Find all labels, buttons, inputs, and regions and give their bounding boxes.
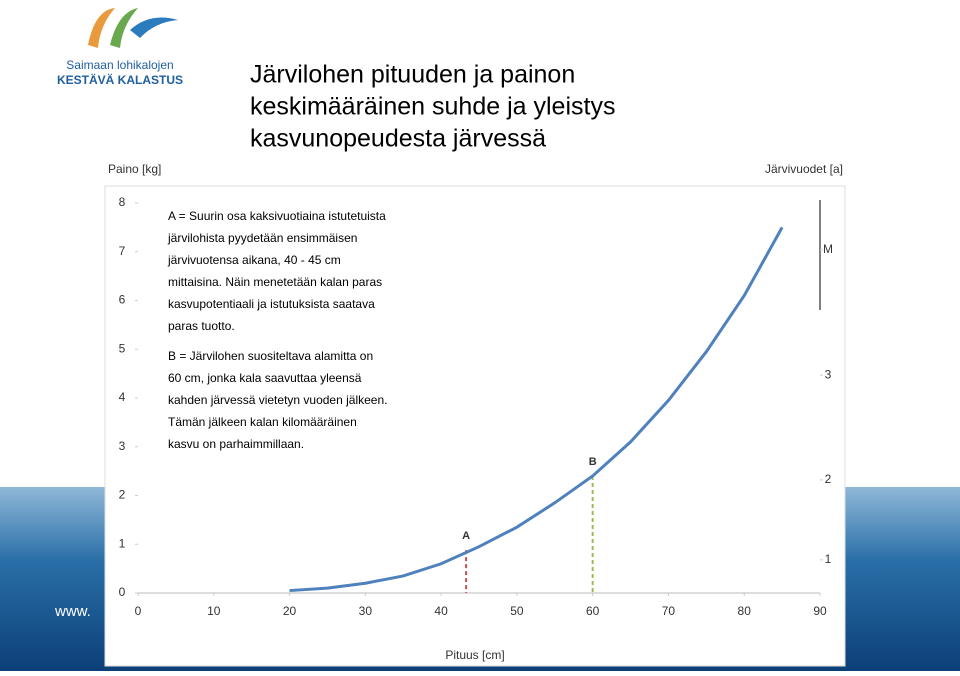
y2-tick-label: 1 [825,552,832,566]
x-axis-label: Pituus [cm] [445,648,504,662]
logo-text: Saimaan lohikalojen [66,58,173,72]
y-tick-label: 2 [119,488,126,502]
y-tick-label: 1 [119,536,126,550]
annotation-label: B [589,456,597,468]
x-tick-label: 40 [434,604,448,618]
note-text: paras tuotto. [168,319,235,333]
y2-tick-label: 2 [825,472,832,486]
y-tick-label: 4 [119,390,126,404]
y-tick-label: 6 [119,293,126,307]
note-text: kasvupotentiaali ja istutuksista saatava [168,297,375,311]
note-text: järvilohista pyydetään ensimmäisen [167,231,357,245]
note-text: A = Suurin osa kaksivuotiaina istutetuis… [168,209,386,223]
chart-title: Järvilohen pituuden ja painon [250,61,575,89]
x-tick-label: 90 [813,604,827,618]
x-tick-label: 50 [510,604,524,618]
x-tick-label: 60 [586,604,600,618]
footer: www. [54,603,91,620]
chart-area [104,185,846,667]
logo-text: KESTÄVÄ KALASTUS [57,72,183,87]
note-text: kasvu on parhaimmillaan. [168,437,304,451]
note-text: kahden järvessä vietetyn vuoden jälkeen. [168,393,387,407]
note-text: mittaisina. Näin menetetään kalan paras [168,275,382,289]
y2-tick-label: 3 [825,367,832,381]
y-tick-label: 8 [119,195,126,209]
chart-title: kasvunopeudesta järvessä [250,125,546,153]
y2-tick-label: M [823,242,833,256]
annotation-label: A [462,530,470,542]
line [289,226,784,593]
x-tick-label: 0 [135,604,142,618]
x-tick-label: 20 [283,604,297,618]
x-tick-label: 70 [662,604,676,618]
y-tick-label: 5 [119,341,126,355]
x-tick-label: 80 [738,604,752,618]
y2-axis-label: Järvivuodet [a] [765,162,843,176]
y-tick-label: 0 [119,585,126,599]
note-text: Tämän jälkeen kalan kilomääräinen [168,415,357,429]
x-tick-label: 10 [207,604,221,618]
note-text: B = Järvilohen suositeltava alamitta on [168,349,373,363]
y-axis-label: Paino [kg] [108,162,161,176]
logo-icon [88,8,178,48]
chart-title: keskimääräinen suhde ja yleistys [250,93,615,121]
y-tick-label: 3 [119,439,126,453]
x-tick-label: 30 [359,604,373,618]
note-text: järvivuotensa aikana, 40 - 45 cm [167,253,341,267]
y-tick-label: 7 [119,244,126,258]
note-text: 60 cm, jonka kala saavuttaa yleensä [168,371,362,385]
